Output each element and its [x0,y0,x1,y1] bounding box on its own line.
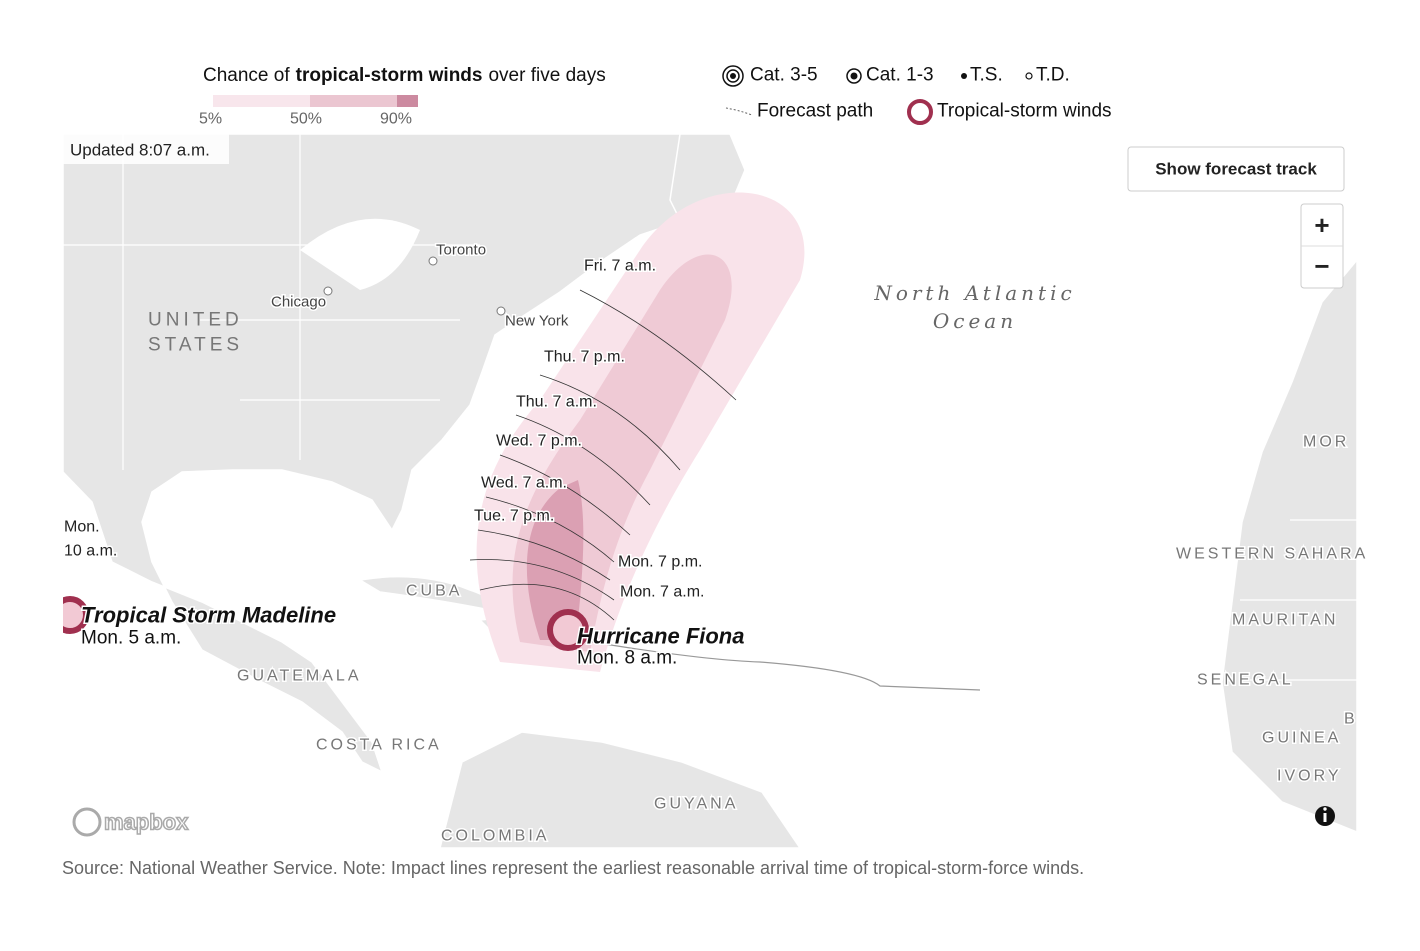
legend-item: T.D. [1036,65,1070,86]
legend-symbols [722,65,1033,125]
region-label: COLOMBIA [441,828,549,845]
scale-label: 5% [199,111,222,128]
region-label: SENEGAL [1197,672,1294,689]
legend-item: Tropical-storm winds [937,101,1112,122]
legend-item: Forecast path [757,101,873,122]
region-label: WESTERN SAHARA [1176,546,1368,563]
mapbox-text[interactable]: mapbox [103,809,190,836]
updated-box [63,134,229,164]
arrival-time: 10 a.m. [64,543,117,560]
region-label: Ocean [933,309,1017,333]
legend-title: Chance of tropical-storm winds over five d… [203,65,606,86]
scale-mid [310,95,397,107]
arrival-time: Mon. 7 p.m. [618,554,702,571]
region-label: COSTA RICA [316,737,442,754]
region-label: MAURITAN [1232,612,1338,629]
storm-time: Mon. 8 a.m. [577,648,677,669]
scale-label: 50% [290,111,322,128]
legend-item: Cat. 1-3 [866,65,934,86]
region-label: CUBA [406,583,462,600]
storm-name: Tropical Storm Madeline [81,603,336,628]
map [63,134,1357,848]
storm-time: Mon. 5 a.m. [81,628,181,649]
arrival-time: Thu. 7 p.m. [544,349,625,366]
city-label: New York [505,313,569,330]
show-track-button[interactable] [1127,146,1345,192]
arrival-time: Tue. 7 p.m. [474,508,554,525]
scale-high [397,95,418,107]
arrival-time: Mon. 7 a.m. [620,584,704,601]
zoom-in[interactable]: + [1314,210,1329,240]
region-label: B [1344,711,1358,728]
mapbox-logo[interactable] [72,807,102,837]
info-icon-mark [1323,813,1327,822]
scale-low [213,95,310,107]
region-label: GUINEA [1262,730,1341,747]
region-label: GUATEMALA [237,668,362,685]
city-label: Toronto [436,242,486,259]
arrival-time: Wed. 7 p.m. [496,433,582,450]
arrival-time: Fri. 7 a.m. [584,258,656,275]
storm-name: Hurricane Fiona [577,624,744,649]
show-track-label[interactable]: Show forecast track [1155,160,1317,179]
map-labels: Toronto Chicago New York UNITED STATES North … [63,240,1368,846]
zoom-out[interactable]: − [1314,251,1329,281]
region-label: MOR [1303,434,1349,451]
region-label: IVORY [1277,768,1342,785]
updated: Updated 8:07 a.m. [70,141,210,160]
scale-label: 90% [380,111,412,128]
source: Source: National Weather Service. Note: … [62,858,1084,878]
city-label: Chicago [271,294,326,311]
arrival-time: Wed. 7 a.m. [481,475,567,492]
region-label: STATES [148,335,243,356]
arrival-time: Thu. 7 a.m. [516,394,597,411]
region-label: North Atlantic [873,281,1075,305]
region-label: UNITED [148,310,243,331]
legend-item: T.S. [970,65,1003,86]
arrival-time: Mon. [64,519,100,536]
legend-item: Cat. 3-5 [750,65,818,86]
region-label: GUYANA [654,796,738,813]
info-icon-dot [1323,807,1327,811]
